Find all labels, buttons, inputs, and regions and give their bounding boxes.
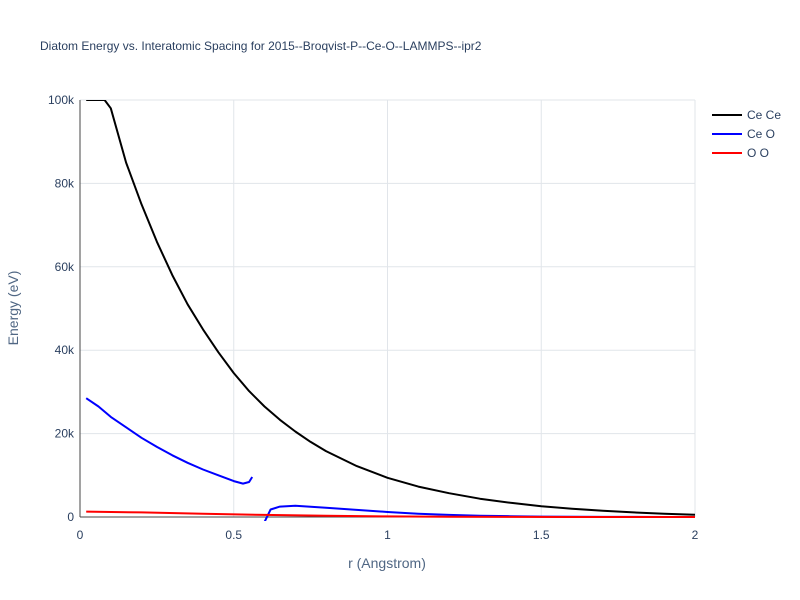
gridlines [79, 99, 696, 518]
y-tick-label: 0 [67, 510, 74, 524]
chart-title: Diatom Energy vs. Interatomic Spacing fo… [40, 39, 482, 53]
y-tick-label: 60k [55, 260, 75, 274]
legend-label: O O [747, 146, 769, 160]
legend-label: Ce O [747, 127, 775, 141]
legend[interactable]: Ce Ce Ce O O O [712, 108, 781, 160]
legend-label: Ce Ce [747, 108, 781, 122]
series-line-o-o [86, 510, 695, 518]
y-tick-label: 20k [55, 427, 75, 441]
x-tick-label: 0.5 [225, 528, 242, 542]
y-axis-ticks: 0 20k 40k 60k 80k 100k [48, 93, 75, 524]
x-tick-label: 2 [692, 528, 699, 542]
y-tick-label: 100k [48, 93, 75, 107]
legend-item[interactable]: Ce Ce [712, 108, 781, 122]
x-tick-label: 1.5 [533, 528, 550, 542]
y-tick-label: 40k [55, 343, 75, 357]
x-axis-ticks: 0 0.5 1 1.5 2 [77, 528, 699, 542]
legend-item[interactable]: Ce O [712, 127, 775, 141]
series-line-ce-o [85, 397, 695, 521]
series-line-ce-ce [86, 100, 695, 516]
y-axis-title: Energy (eV) [5, 271, 21, 346]
legend-item[interactable]: O O [712, 146, 769, 160]
plot-area [85, 100, 695, 521]
x-tick-label: 1 [384, 528, 391, 542]
x-tick-label: 0 [77, 528, 84, 542]
x-axis-title: r (Angstrom) [348, 555, 426, 571]
y-tick-label: 80k [55, 176, 75, 190]
